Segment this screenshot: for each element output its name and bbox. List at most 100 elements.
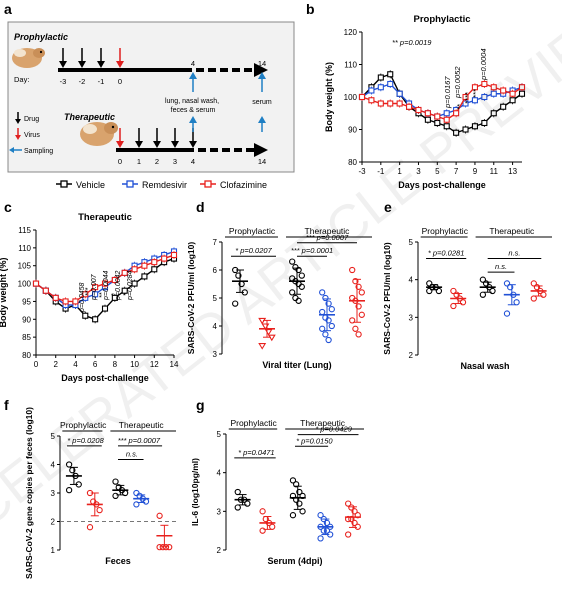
data-point-clofazimine	[509, 90, 516, 97]
data-point-vehicle	[299, 508, 306, 515]
data-point-clofazimine	[72, 298, 79, 305]
annotation: **	[455, 103, 464, 110]
sampling-legend-arrow-icon	[9, 147, 22, 153]
annotation: *	[123, 293, 130, 296]
data-point-vehicle	[235, 272, 242, 279]
data-point-remdesivir	[323, 527, 331, 534]
y-tick-label: 100	[18, 280, 32, 289]
data-point-clofazimine	[533, 284, 541, 291]
y-axis-label: SARS-CoV-2 PFU/ml (log10)	[186, 242, 196, 355]
data-point-clofazimine	[462, 93, 469, 101]
day-label: Day:	[14, 75, 29, 84]
drug-arrow	[171, 128, 179, 148]
x-tick-label: 2	[53, 360, 58, 369]
day-tick: 0	[118, 77, 122, 86]
legend-clofazimine: Clofazimine	[220, 180, 267, 190]
data-point-remdesivir	[320, 527, 327, 534]
data-point-remdesivir	[319, 289, 326, 296]
annotation: p=0.0458	[79, 283, 86, 313]
data-point-vehicle	[65, 461, 73, 468]
data-point-clofazimine	[540, 291, 547, 298]
data-point-remdesivir	[323, 519, 331, 527]
data-point-vehicle	[141, 273, 148, 280]
x-tick-label: -1	[377, 167, 385, 176]
data-point-vehicle	[453, 129, 460, 136]
data-point-clofazimine	[345, 531, 352, 538]
data-point-remdesivir	[396, 90, 403, 97]
data-point-remdesivir	[317, 535, 324, 542]
therapeutic-timeline: 0 1 2 3 4 14	[116, 116, 268, 166]
y-tick-label: 90	[22, 315, 31, 324]
x-axis-label: Serum (4dpi)	[267, 556, 322, 566]
group-header-prophylactic: Prophylactic	[60, 420, 107, 430]
data-point-remdesivir	[325, 300, 332, 307]
x-tick-label: 0	[34, 360, 39, 369]
drug-arrow	[59, 48, 67, 68]
data-point-clofazimine	[450, 287, 457, 295]
sampling-note-line-2: feces & serum	[171, 107, 216, 114]
hamster-icon-therapeutic	[80, 122, 118, 146]
data-point-clofazimine	[459, 299, 467, 306]
x-tick-label: 10	[130, 360, 139, 369]
data-point-vehicle	[111, 294, 118, 301]
data-point-clofazimine	[42, 287, 49, 294]
data-point-vehicle	[426, 287, 433, 295]
annotation: * p=0.0281	[428, 249, 465, 258]
annotation: ***	[471, 88, 480, 98]
data-point-vehicle	[462, 126, 469, 133]
data-point-remdesivir	[92, 291, 99, 298]
y-tick-label: 1	[51, 546, 56, 555]
day-tick: -1	[98, 77, 105, 86]
day-tick: 4	[191, 157, 195, 166]
sampling-arrow	[258, 72, 266, 92]
data-point-clofazimine	[453, 291, 460, 298]
data-point-remdesivir	[503, 310, 511, 317]
day-tick: 2	[155, 157, 159, 166]
drug-arrow	[97, 48, 105, 68]
data-point-vehicle	[296, 500, 303, 507]
data-point-remdesivir	[481, 93, 488, 101]
sampling-arrow	[189, 116, 197, 132]
data-point-clofazimine	[131, 266, 138, 273]
data-point-clofazimine	[530, 295, 537, 302]
legend-vehicle: Vehicle	[76, 180, 105, 190]
data-point-vehicle	[387, 71, 394, 78]
y-tick-label: 2	[409, 351, 414, 360]
data-point-clofazimine	[354, 523, 361, 530]
y-tick-label: 80	[22, 351, 31, 360]
schematic-legend: Drug Virus Sampling	[9, 112, 53, 155]
panel-letter-f: f	[4, 397, 9, 413]
annotation: * p=0.0208	[67, 436, 104, 445]
data-point-vehicle	[500, 103, 507, 110]
day-tick: 4	[191, 59, 195, 68]
prophylactic-timeline: -3 -2 -1 0 4 14	[58, 48, 268, 92]
data-point-vehicle	[112, 492, 119, 499]
annotation: p=0.0167	[443, 76, 452, 109]
data-point-vehicle	[289, 289, 296, 296]
annotation: *** p=0.0007	[306, 233, 349, 242]
data-point-vehicle	[443, 123, 450, 130]
y-tick-label: 110	[18, 244, 31, 253]
data-point-clofazimine	[406, 103, 413, 110]
x-tick-label: 5	[435, 167, 440, 176]
y-tick-label: 4	[51, 461, 56, 470]
virus-legend-arrow-icon	[15, 128, 21, 140]
data-point-vehicle	[424, 116, 431, 123]
x-tick-label: 7	[454, 167, 459, 176]
data-point-clofazimine	[351, 508, 358, 515]
data-point-clofazimine	[82, 291, 89, 298]
data-point-vehicle	[293, 481, 300, 488]
data-point-clofazimine	[387, 100, 394, 107]
x-axis-label: Nasal wash	[460, 361, 509, 371]
data-point-clofazimine	[151, 259, 158, 266]
x-axis-label: Viral titer (Lung)	[262, 360, 331, 370]
data-point-clofazimine	[443, 116, 450, 123]
panel-letter-g: g	[196, 397, 205, 413]
panel-letter-e: e	[384, 199, 392, 215]
data-point-clofazimine	[358, 93, 366, 101]
data-point-remdesivir	[133, 501, 140, 508]
sampling-arrow	[189, 72, 197, 92]
data-point-clofazimine	[481, 80, 488, 88]
data-point-clofazimine	[32, 280, 40, 287]
